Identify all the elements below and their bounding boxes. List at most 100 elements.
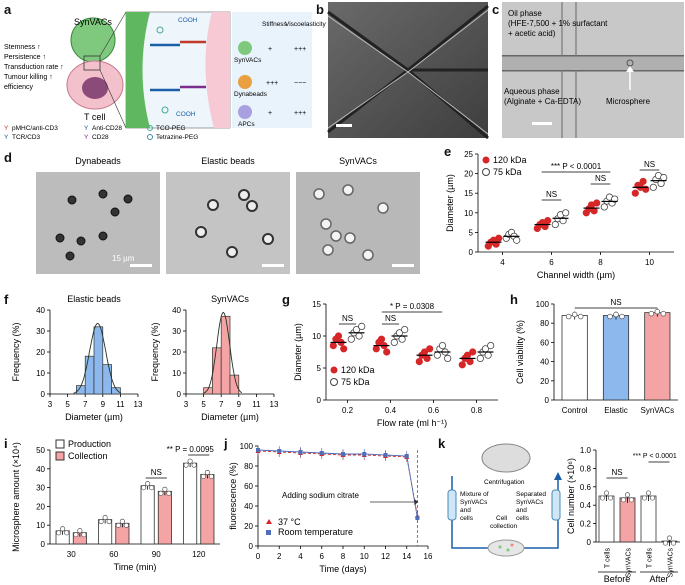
data-point	[102, 515, 108, 521]
y-tick-label: 100	[536, 300, 550, 309]
series-line	[257, 450, 418, 517]
x-tick-label: 10	[360, 552, 369, 561]
panel-label-c: c	[492, 2, 500, 17]
chip-micrograph-b	[327, 2, 489, 140]
petri-dish-icon	[487, 539, 525, 557]
synvac-membrane	[126, 12, 150, 128]
x-tick-label: 60	[109, 550, 118, 559]
tcell-membrane	[205, 12, 230, 128]
k-mixture-0: Mixture of	[460, 491, 489, 498]
legend-marker-production	[55, 439, 65, 449]
row-apc-stiffness: +	[268, 110, 272, 117]
data-point	[200, 473, 206, 479]
data-point	[466, 358, 474, 366]
chart-f-elastic: Elastic beads 0 10 20 30 40 Frequency (%) Diame…	[11, 294, 143, 422]
row-synvac-visco: +++	[294, 46, 306, 53]
panel-label-b: b	[316, 2, 324, 17]
d-title-synvacs: SynVACs	[339, 156, 377, 166]
prop-efficiency: efficiency	[4, 84, 34, 91]
x-tick-label: 7	[83, 400, 88, 409]
data-point	[660, 310, 667, 317]
data-point	[648, 310, 655, 317]
data-point	[469, 348, 477, 356]
k-separated-0: Separated	[516, 491, 546, 498]
legend-marker-collection	[55, 451, 65, 461]
bead-micrographs-d: Dynabeads Elastic beads SynVACs 15 µm	[36, 156, 420, 274]
svg-text:Y: Y	[84, 125, 89, 132]
data-point	[444, 354, 452, 363]
data-point	[415, 358, 423, 366]
x-tick-label: Control	[562, 406, 588, 415]
data-point	[639, 177, 647, 186]
centrifuge-icon	[481, 443, 531, 473]
data-point	[649, 495, 656, 501]
data-point	[551, 220, 559, 229]
sig-label: NS	[385, 314, 396, 323]
data-point	[187, 458, 193, 464]
panel-label-h: h	[510, 292, 518, 307]
data-point	[654, 308, 661, 315]
data-point	[645, 490, 652, 496]
y-tick-label: 0	[469, 248, 474, 257]
amount-bar	[183, 462, 198, 545]
row-dyna-stiffness: +++	[266, 80, 278, 87]
tcell-nucleus	[82, 77, 108, 99]
data-point	[141, 485, 147, 491]
y-axis-label: Diameter (µm)	[293, 323, 303, 381]
data-point	[571, 311, 578, 318]
data-point	[544, 217, 552, 225]
x-tick-label: T cells	[605, 548, 612, 569]
aqueous-detail: (Alginate + Ca-EDTA)	[504, 97, 581, 106]
prop-killing: Tumour killing ↑	[4, 74, 53, 81]
k-mixture-2: and	[460, 507, 471, 514]
x-tick-label: 12	[381, 552, 390, 561]
data-point	[341, 452, 345, 456]
x-tick-label: SynVACs	[641, 406, 675, 415]
x-tick-label: 0.2	[342, 406, 354, 415]
d-title-dynabeads: Dynabeads	[75, 156, 121, 166]
x-tick-label: 16	[424, 552, 433, 561]
sig-label: NS	[595, 174, 606, 183]
x-tick-label: 90	[152, 550, 161, 559]
sig-label: ** P = 0.0095	[167, 445, 215, 454]
viability-bar	[602, 315, 630, 401]
x-axis-label: Flow rate (ml h⁻¹)	[377, 418, 447, 428]
gaussian-fit	[73, 323, 122, 394]
chart-j: 0 20 40 60 80 100 fluorescence (%) Time (days) 0…	[228, 442, 433, 574]
group-before: Before	[604, 574, 631, 584]
data-point	[123, 522, 129, 528]
d-title-elastic: Elastic beads	[201, 156, 255, 166]
data-point	[383, 453, 388, 457]
d-scale-label: 15 µm	[112, 254, 135, 263]
panel-label-j: j	[224, 436, 228, 451]
chart-g: 0 5 10 15 Diameter (µm) Flow rate (ml h⁻¹) 0.2…	[293, 300, 498, 428]
x-tick-label: 14	[402, 552, 411, 561]
droplet-micrograph-c: Oil phase (HFE-7,500 + 1% surfactant + a…	[502, 2, 684, 138]
x-tick-label: 4	[298, 552, 303, 561]
data-point	[666, 535, 673, 541]
chart-k: 0 0.2 0.4 0.6 0.8 1.0 Cell number (×10⁶) T cell…	[566, 446, 680, 584]
amount-bar	[157, 490, 172, 545]
micrograph-elastic	[166, 172, 290, 274]
panel-label-e: e	[444, 144, 452, 159]
header-stiffness: Stiffness	[262, 21, 288, 28]
x-tick-label: 7	[219, 400, 224, 409]
schematic-k: Centrifugation Mixture of SynVACs and ce…	[447, 443, 562, 557]
prop-transduction: Transduction rate ↑	[4, 64, 64, 71]
data-point	[191, 462, 197, 468]
y-tick-label: 30	[36, 484, 45, 493]
data-point	[398, 335, 406, 343]
panel-label-k: k	[438, 436, 446, 451]
x-tick-label: 0.6	[428, 406, 440, 415]
data-point	[577, 313, 584, 320]
amount-bar	[140, 485, 155, 545]
chart-f-synvacs: SynVACs 0 10 20 30 40 Frequency (%) Diameter (µ…	[150, 294, 279, 422]
data-point	[145, 481, 151, 487]
data-point	[484, 351, 492, 359]
k-separated-3: cells	[516, 515, 530, 522]
x-axis-label: Diameter (µm)	[201, 412, 259, 422]
legend-production: Production	[68, 439, 111, 449]
panel-label-i: i	[4, 436, 8, 451]
data-point	[166, 490, 172, 496]
data-point	[329, 341, 337, 350]
